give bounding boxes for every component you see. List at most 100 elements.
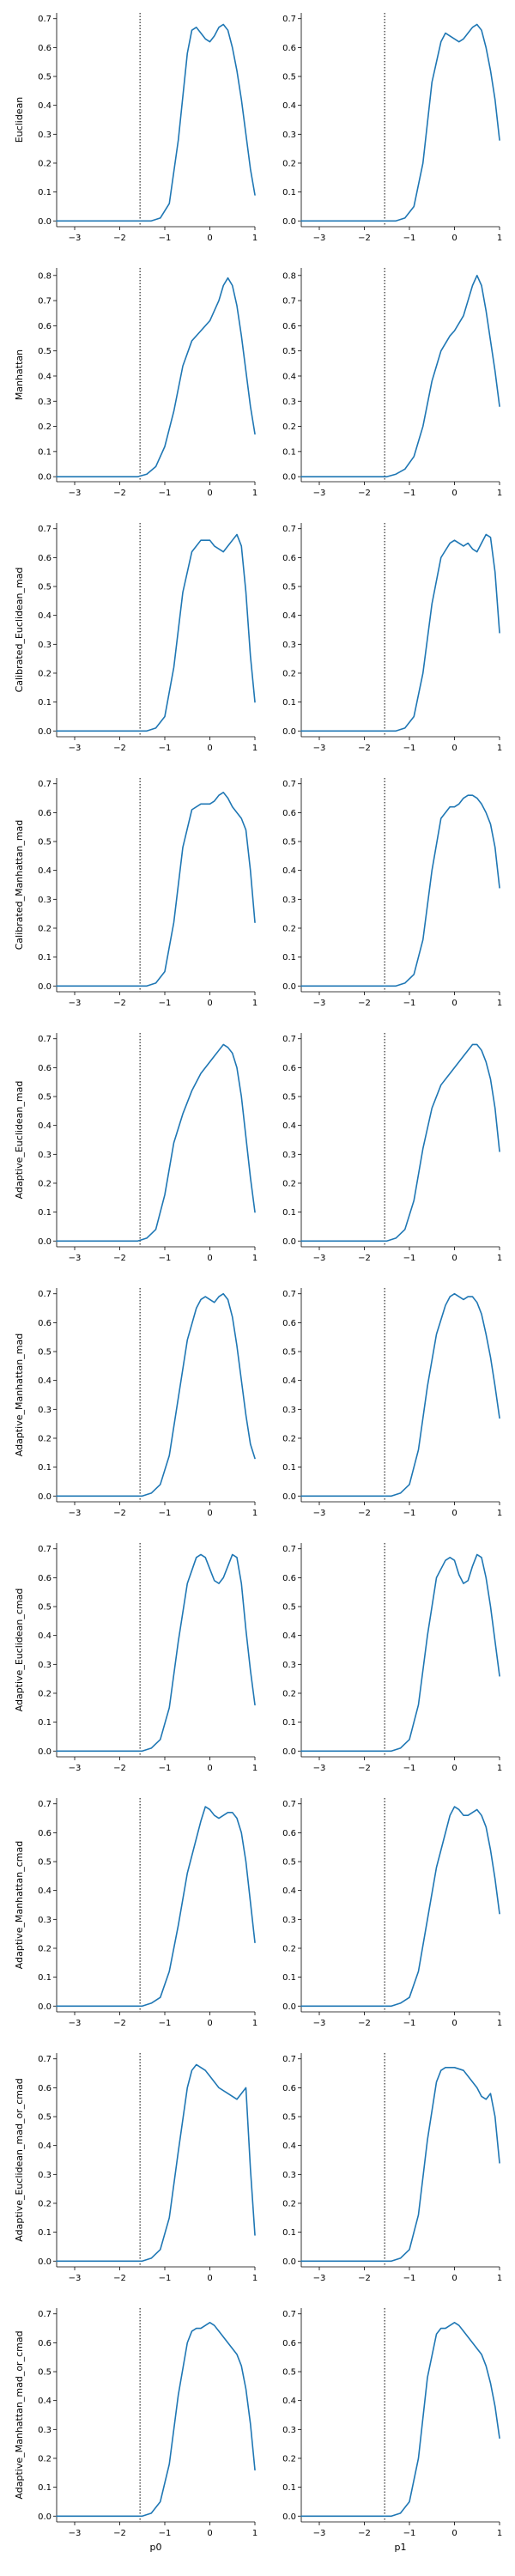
y-tick-label: 0.2	[282, 422, 296, 432]
subplot-r7-c0: 0.0 0.1 0.2 0.3 0.4 0.5 0.6 0.7 −3 −2 −1 0 1	[38, 1798, 258, 2028]
y-tick-label: 0.5	[282, 73, 296, 82]
x-tick-label: −2	[113, 1509, 126, 1518]
x-tick-label: 1	[497, 1254, 502, 1263]
x-tick-label: 0	[451, 2019, 457, 2028]
x-tick-label: 0	[451, 2274, 457, 2283]
x-tick-label: −2	[358, 1509, 371, 1518]
density-line	[56, 792, 256, 987]
y-tick-label: 0.1	[282, 188, 296, 197]
x-tick-label: −2	[113, 2019, 126, 2028]
x-tick-label: −1	[403, 2019, 416, 2028]
x-tick-label: 0	[207, 999, 212, 1008]
y-tick-label: 0.2	[282, 2199, 296, 2208]
x-tick-label: −1	[403, 234, 416, 243]
x-tick-label: −2	[358, 2274, 371, 2283]
y-tick-label: 0.6	[282, 1829, 296, 1838]
y-tick-label: 0.3	[38, 641, 52, 650]
x-tick-label: −3	[69, 1764, 82, 1773]
y-tick-label: 0.4	[282, 372, 296, 381]
y-tick-label: 0.3	[282, 896, 296, 905]
x-tick-label: 1	[497, 744, 502, 753]
y-tick-label: 0.0	[38, 982, 52, 992]
x-tick-label: 1	[252, 234, 258, 243]
y-tick-label: 0.2	[282, 924, 296, 933]
y-tick-label: 0.2	[282, 1179, 296, 1188]
y-tick-label: 0.1	[282, 447, 296, 457]
y-tick-label: 0.0	[38, 217, 52, 227]
y-tick-label: 0.7	[38, 1035, 52, 1044]
y-tick-label: 0.5	[282, 583, 296, 592]
x-tick-label: 1	[252, 999, 258, 1008]
subplot-r8-c0: 0.0 0.1 0.2 0.3 0.4 0.5 0.6 0.7 −3 −2 −1 0 1	[38, 2053, 258, 2283]
y-tick-label: 0.5	[282, 1093, 296, 1103]
y-tick-label: 0.3	[38, 131, 52, 140]
y-tick-label: 0.6	[38, 44, 52, 53]
y-tick-label: 0.6	[282, 322, 296, 331]
subplot-r4-c1: 0.0 0.1 0.2 0.3 0.4 0.5 0.6 0.7 −3 −2 −1 0 1	[282, 1033, 502, 1263]
y-tick-label: 0.3	[282, 398, 296, 407]
x-tick-label: 0	[207, 744, 212, 753]
y-axis-label: Adaptive_Euclidean_mad	[14, 1081, 25, 1200]
y-tick-label: 0.2	[282, 1434, 296, 1443]
y-tick-label: 0.7	[282, 2055, 296, 2064]
x-tick-label: −2	[113, 999, 126, 1008]
x-tick-label: −3	[69, 2019, 82, 2028]
y-tick-label: 0.1	[282, 953, 296, 963]
y-axis-label: Adaptive_Manhattan_mad	[14, 1334, 25, 1456]
y-tick-label: 0.5	[38, 1093, 52, 1103]
x-tick-label: −2	[358, 999, 371, 1008]
x-tick-label: −2	[113, 2529, 126, 2538]
x-tick-label: −2	[358, 234, 371, 243]
y-tick-label: 0.5	[38, 1348, 52, 1358]
y-tick-label: 0.3	[282, 2171, 296, 2180]
y-tick-label: 0.6	[38, 1064, 52, 1073]
y-tick-label: 0.5	[282, 2113, 296, 2123]
y-tick-label: 0.0	[282, 1747, 296, 1757]
y-tick-label: 0.0	[282, 982, 296, 992]
x-tick-label: −3	[313, 1764, 326, 1773]
y-tick-label: 0.1	[38, 188, 52, 197]
y-tick-label: 0.3	[38, 1661, 52, 1670]
y-tick-label: 0.6	[38, 809, 52, 818]
y-tick-label: 0.1	[38, 1718, 52, 1728]
y-axis-label: Euclidean	[14, 97, 25, 143]
y-tick-label: 0.7	[38, 2055, 52, 2064]
y-tick-label: 0.7	[282, 1800, 296, 1809]
y-tick-label: 0.7	[38, 1290, 52, 1299]
y-tick-label: 0.3	[38, 2171, 52, 2180]
x-tick-label: −3	[69, 234, 82, 243]
x-tick-label: 0	[207, 1509, 212, 1518]
y-tick-label: 0.7	[38, 525, 52, 534]
x-tick-label: −3	[313, 234, 326, 243]
x-tick-label: 0	[451, 2529, 457, 2538]
y-tick-label: 0.6	[38, 2339, 52, 2348]
density-line	[56, 533, 256, 732]
y-tick-label: 0.6	[282, 809, 296, 818]
x-tick-label: −3	[313, 489, 326, 498]
x-tick-label: −1	[403, 744, 416, 753]
y-tick-label: 0.2	[38, 422, 52, 432]
x-tick-label: 1	[497, 489, 502, 498]
y-tick-label: 0.1	[282, 1208, 296, 1218]
subplot-r1-c1: 0.0 0.1 0.2 0.3 0.4 0.5 0.6 0.7 0.8 −3 −2 −1 0 1	[282, 268, 502, 498]
x-tick-label: −3	[313, 999, 326, 1008]
y-tick-label: 0.2	[282, 1689, 296, 1698]
x-tick-label: −1	[403, 2274, 416, 2283]
y-tick-label: 0.3	[38, 398, 52, 407]
x-tick-label: −3	[313, 2529, 326, 2538]
x-tick-label: −1	[159, 744, 172, 753]
subplot-r7-c1: 0.0 0.1 0.2 0.3 0.4 0.5 0.6 0.7 −3 −2 −1 0 1	[282, 1798, 502, 2028]
y-tick-label: 0.2	[282, 2454, 296, 2464]
x-tick-label: −1	[159, 2274, 172, 2283]
x-tick-label: −3	[69, 1254, 82, 1263]
y-tick-label: 0.4	[282, 866, 296, 876]
x-tick-label: −1	[159, 1764, 172, 1773]
y-tick-label: 0.5	[38, 838, 52, 848]
y-tick-label: 0.1	[282, 1718, 296, 1728]
y-tick-label: 0.5	[38, 2113, 52, 2123]
x-tick-label: −3	[69, 744, 82, 753]
y-tick-label: 0.6	[38, 1829, 52, 1838]
y-tick-label: 0.7	[38, 1800, 52, 1809]
x-tick-label: 1	[252, 2274, 258, 2283]
y-tick-label: 0.0	[38, 1492, 52, 1502]
